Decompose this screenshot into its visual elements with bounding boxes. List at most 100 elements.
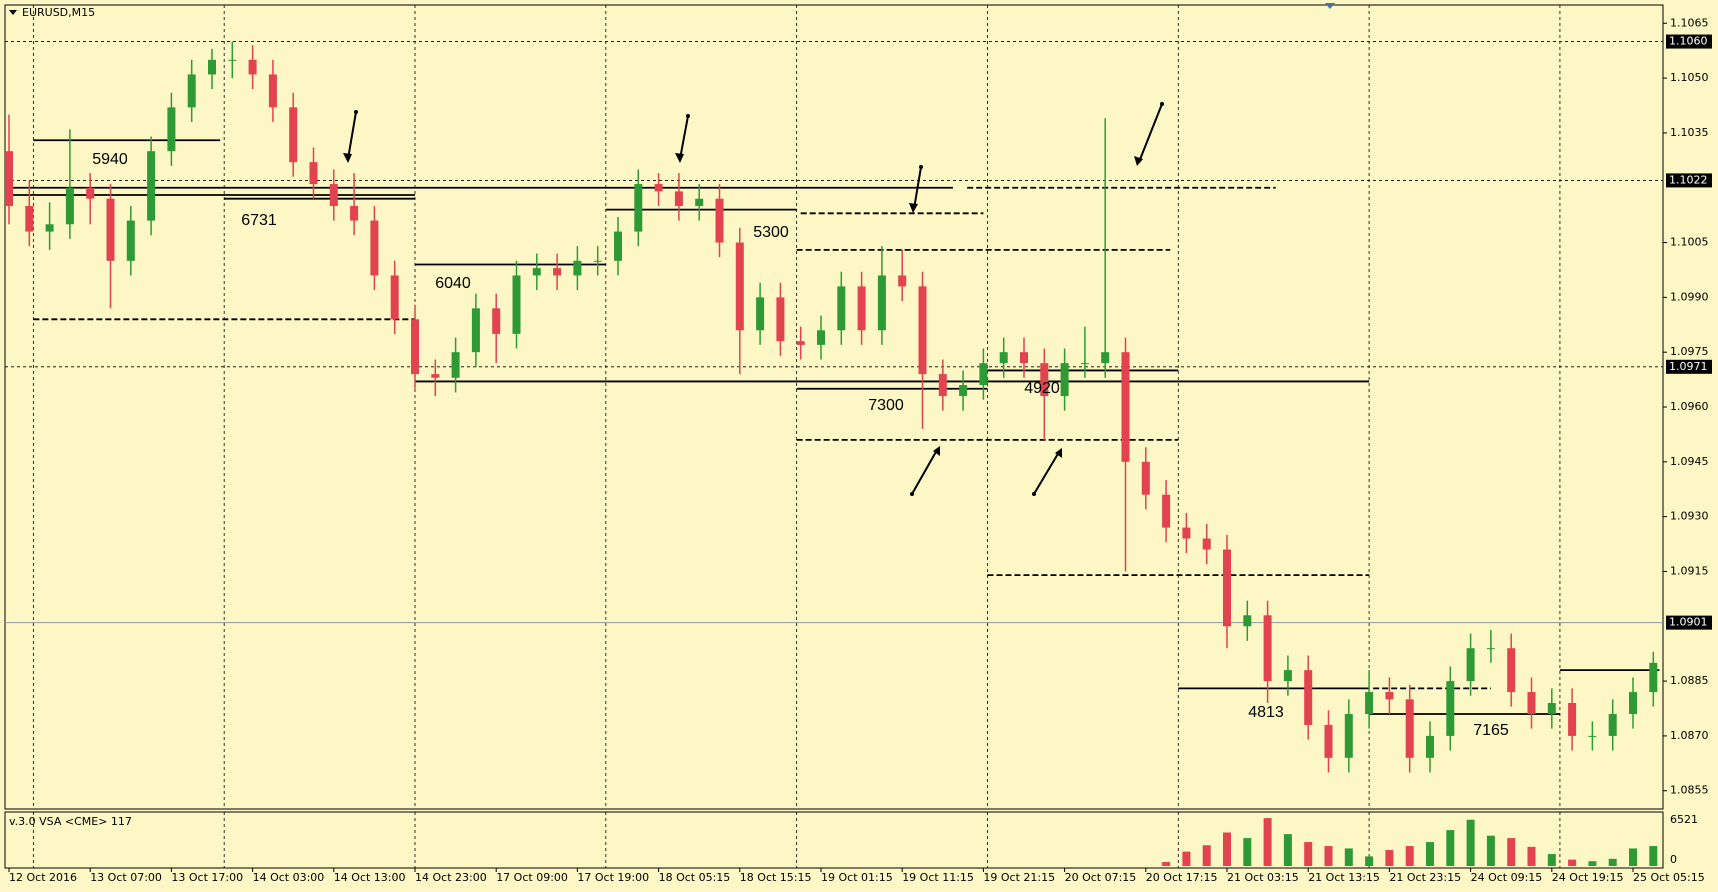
candle-body [553,268,562,276]
candle-body [1527,692,1536,714]
annotations: 5940 6731 6040 5300 7300 4920 4813 7165 [92,151,1509,739]
candle-body [451,352,460,378]
arrow [1033,451,1060,495]
candle-body [1507,648,1516,693]
candle-body [735,242,744,331]
annotation: 5300 [753,224,789,241]
candle-body [1162,494,1171,528]
x-tick-label: 14 Oct 13:00 [334,871,406,884]
candle-body [1608,713,1617,736]
volume-bar [1527,846,1536,866]
candle-body [1324,724,1333,758]
candle-body [614,231,622,261]
candle-body [167,107,176,152]
x-tick-label: 17 Oct 09:00 [496,871,568,884]
annotation: 7165 [1473,722,1509,739]
candle-body [471,308,480,353]
volume-bar [1608,858,1617,866]
y-tick-label: 1.0945 [1670,455,1709,468]
candle-body [1466,648,1475,682]
volume-bar [1568,859,1577,866]
volume-label: v.3.0 VSA <CME> 117 [9,815,132,828]
candle-body [1385,692,1394,700]
arrow-head [1055,448,1062,458]
x-tick-label: 20 Oct 07:15 [1065,871,1137,884]
volume-bar [1426,842,1434,866]
arrow-head [933,446,940,456]
arrow-dot [919,165,923,169]
volume-bar [1629,848,1637,866]
candle-body [959,385,968,397]
x-tick-label: 14 Oct 03:00 [253,871,325,884]
arrow-head [343,153,352,163]
candle-body [228,59,237,61]
volume-tick-label: 6521 [1670,813,1698,826]
x-tick-label: 19 Oct 01:15 [821,871,893,884]
volume-bar [1365,856,1374,866]
candle-body [289,107,298,163]
x-tick-label: 24 Oct 09:15 [1471,871,1543,884]
candle-body [634,184,643,232]
candle-body [674,191,683,206]
price-label: 1.1022 [1669,173,1708,186]
volume-bar [1507,838,1516,866]
menu-triangle[interactable] [9,10,17,15]
candle-body [147,151,156,221]
candle-body [1568,703,1577,736]
candle-body [65,187,74,225]
shift-marker[interactable] [1325,3,1335,9]
annotation: 6731 [241,212,277,229]
x-tick-label: 19 Oct 21:15 [983,871,1055,884]
candle-body [715,198,724,243]
candle-body [877,275,886,331]
candle-body [1121,352,1130,462]
volume-bar [1344,848,1353,866]
x-tick-label: 20 Oct 17:15 [1146,871,1218,884]
candle-body [1344,713,1353,758]
candle-body [411,319,419,375]
candle-body [532,268,541,276]
x-tick-label: 18 Oct 15:15 [740,871,812,884]
candle-body [796,341,805,345]
volume-bar [1588,861,1597,866]
y-tick-label: 1.1035 [1670,126,1709,139]
arrow [679,115,689,160]
volume-bar [1263,818,1272,866]
candle-body [1426,735,1434,758]
x-tick-label: 18 Oct 05:15 [659,871,731,884]
arrow-dot [354,110,358,114]
volume-bar [1243,838,1252,866]
volume-bar [1162,862,1171,866]
y-tick-label: 1.0930 [1670,510,1709,523]
volume-bar [1405,846,1414,866]
volume-bar [1182,851,1191,866]
candle-body [837,286,846,331]
arrow-head [909,203,918,213]
candle-body [1080,363,1089,365]
candle-body [918,286,927,375]
y-tick-label: 1.1050 [1670,71,1709,84]
x-tick-label: 21 Oct 23:15 [1389,871,1461,884]
candle-body [776,297,785,342]
candles [5,41,1658,773]
x-tick-label: 19 Oct 11:15 [902,871,974,884]
candle-body [1486,648,1495,650]
x-tick-label: 17 Oct 19:00 [577,871,649,884]
price-label-box [1666,615,1712,630]
y-tick-label: 1.1005 [1670,236,1709,249]
candle-body [1446,681,1455,736]
y-tick-label: 1.0990 [1670,290,1709,303]
candle-body [390,275,399,320]
candle-body [857,286,866,331]
arrow-dot [686,114,690,118]
candle-body [1588,735,1597,737]
candle-body [1649,662,1658,693]
candle-body [1629,692,1637,714]
price-label-box [1666,173,1712,188]
candle-body [512,275,521,334]
arrow [911,449,938,495]
y-tick-label: 1.1065 [1670,16,1709,29]
arrow-dot [910,492,914,496]
candle-body [1283,670,1292,682]
annotation: 4813 [1248,704,1284,721]
